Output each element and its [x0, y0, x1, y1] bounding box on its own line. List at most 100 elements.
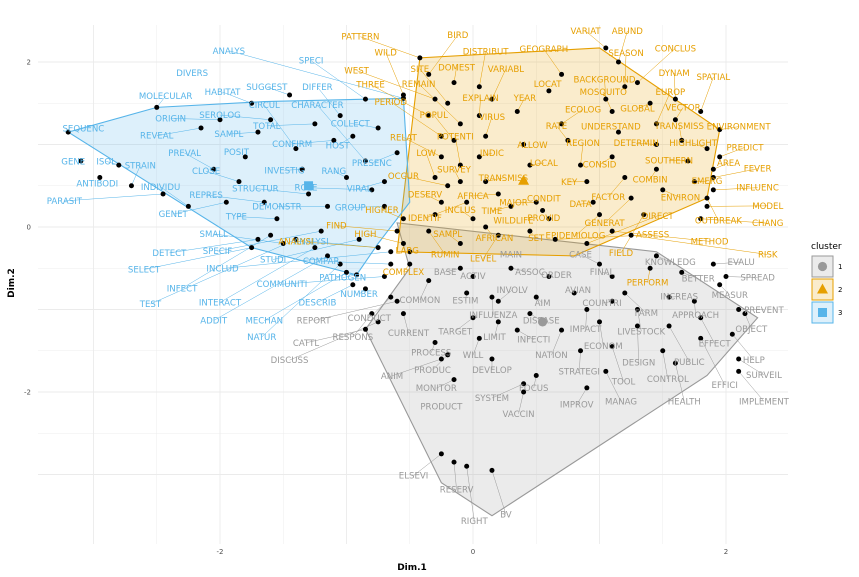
data-point [375, 125, 381, 131]
label-leader-line [370, 84, 429, 116]
label-leader-line [637, 48, 676, 83]
point-label: INCLUD [206, 265, 239, 275]
label-leader-line [428, 34, 459, 75]
label-leader-line [485, 177, 504, 182]
label-leader-line [266, 86, 290, 96]
data-point [634, 307, 640, 312]
point-label: LOCAT [534, 80, 562, 90]
label-leader-line [491, 383, 524, 399]
data-point [590, 199, 596, 205]
label-leader-line [510, 268, 530, 273]
label-leader-line [713, 168, 758, 178]
point-label: COMBIN [633, 175, 668, 185]
label-leader-line [418, 83, 461, 125]
data-point [381, 274, 387, 279]
point-label: COUNTRI [582, 299, 621, 309]
label-leader-line [585, 309, 588, 329]
data-point [704, 195, 710, 201]
point-label: ORIGIN [155, 114, 186, 124]
data-point [464, 463, 470, 469]
data-point [653, 142, 659, 147]
point-label: ECONOM [584, 342, 623, 352]
data-point [400, 95, 406, 101]
point-label: RESERV [440, 486, 474, 496]
y-tick-label: 0 [27, 224, 31, 232]
label-leader-line [586, 215, 658, 244]
point-label: IMPROV [560, 401, 594, 411]
data-point [306, 191, 312, 197]
point-label: LIMIT [483, 333, 506, 343]
data-point [432, 96, 438, 102]
point-label: KNOWLEDG [645, 258, 696, 268]
point-label: PERFORM [627, 279, 669, 289]
label-leader-line [447, 233, 461, 244]
data-point [451, 377, 457, 383]
point-label: COMPLEX [383, 268, 425, 278]
point-label: TOTAL [252, 122, 280, 132]
data-point [717, 154, 723, 160]
data-point [375, 319, 381, 325]
data-point [438, 356, 444, 362]
data-point [521, 381, 527, 387]
label-leader-line [359, 181, 385, 189]
data-point [698, 109, 704, 114]
point-label: OUTBREAK [695, 217, 742, 227]
label-leader-line [160, 186, 189, 207]
label-leader-line [681, 272, 699, 279]
data-point [160, 191, 166, 197]
data-point [445, 352, 451, 358]
label-leader-line [656, 255, 671, 263]
point-label: AREA [717, 159, 740, 169]
data-point [704, 203, 710, 209]
point-label: LEVEL [470, 255, 497, 265]
data-point [672, 117, 678, 123]
data-point [597, 212, 602, 218]
point-label: MAJOR [499, 199, 528, 209]
label-leader-line [453, 462, 457, 490]
label-leader-line [700, 77, 714, 112]
label-leader-line [472, 338, 480, 356]
data-point [438, 199, 444, 205]
label-leader-line [713, 162, 729, 170]
point-label: STRUCTUR [232, 185, 279, 195]
data-point [559, 327, 565, 333]
point-label: STRAIN [125, 161, 156, 171]
label-leader-line [173, 202, 227, 215]
label-leader-line [310, 60, 366, 100]
point-label: ANIM [381, 372, 403, 382]
label-leader-line [219, 247, 315, 303]
data-point [438, 154, 444, 160]
label-leader-line [517, 329, 534, 340]
point-label: MANAG [605, 397, 637, 407]
label-leader-line [738, 358, 765, 376]
point-label: RATE [546, 122, 568, 132]
point-label: FIELD [609, 249, 634, 259]
point-label: LOW [416, 149, 436, 159]
data-point [407, 249, 413, 255]
data-point [312, 245, 318, 251]
data-point [236, 179, 242, 185]
data-point [508, 203, 514, 209]
data-point [268, 232, 274, 238]
data-point [546, 274, 552, 279]
data-point [546, 216, 552, 222]
data-point [710, 187, 716, 193]
point-label: DESCRIB [298, 298, 336, 308]
point-label: SMALL [200, 230, 229, 240]
cluster-hull-3 [66, 97, 411, 276]
point-label: REVEAL [140, 132, 174, 142]
point-label: COMMUNITI [257, 280, 308, 290]
point-label: HEALTH [668, 397, 701, 407]
data-point [603, 368, 609, 374]
point-label: TARGET [437, 327, 473, 337]
data-point [533, 373, 539, 378]
data-point [394, 298, 400, 304]
label-leader-line [636, 142, 657, 145]
data-point [388, 249, 394, 255]
point-label: SURVEY [437, 166, 472, 176]
point-label: APPROACH [672, 311, 719, 321]
data-point [154, 104, 160, 110]
point-label: GLOBAL [620, 105, 655, 115]
data-point [451, 459, 457, 465]
